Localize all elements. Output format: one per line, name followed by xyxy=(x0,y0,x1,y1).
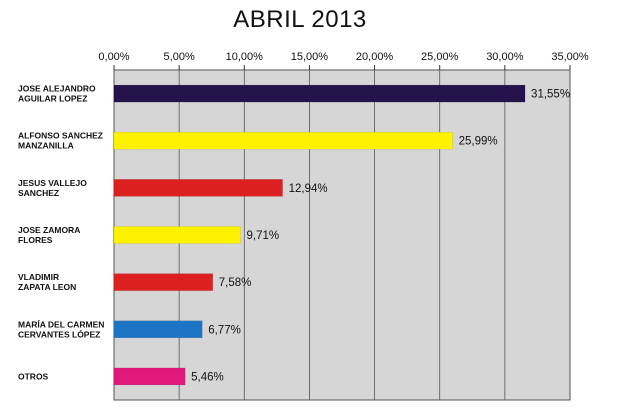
x-tick-label: 0,00% xyxy=(98,51,129,63)
bar xyxy=(113,84,526,103)
category-label: OTROS xyxy=(18,371,49,381)
data-label: 5,46% xyxy=(191,371,224,383)
chart-title: ABRIL 2013 xyxy=(233,6,367,33)
category-label: FLORES xyxy=(18,235,53,245)
category-label: JOSE ALEJANDRO xyxy=(18,84,96,94)
data-label: 12,94% xyxy=(289,183,328,195)
bar xyxy=(113,367,186,386)
category-label: ZAPATA LEON xyxy=(18,282,76,292)
category-label: CERVANTES LÓPEZ xyxy=(18,328,100,339)
x-tick-label: 20,00% xyxy=(356,51,394,63)
bar xyxy=(113,226,241,244)
category-label: JOSE ZAMORA xyxy=(18,225,80,235)
category-label: VLADIMIR xyxy=(18,272,59,282)
data-label: 31,55% xyxy=(531,89,570,101)
category-label: SANCHEZ xyxy=(18,188,59,198)
data-label: 9,71% xyxy=(247,230,280,242)
bar xyxy=(113,131,453,150)
data-label: 7,58% xyxy=(219,277,252,289)
x-tick-label: 10,00% xyxy=(226,51,264,63)
category-label: MARÍA DEL CARMEN xyxy=(18,319,104,329)
data-label: 6,77% xyxy=(208,324,241,336)
data-label: 25,99% xyxy=(459,136,498,148)
x-tick-label: 15,00% xyxy=(291,51,329,63)
category-label: AGUILAR LOPEZ xyxy=(18,94,87,104)
bar xyxy=(113,273,214,291)
x-tick-label: 30,00% xyxy=(486,51,524,63)
category-label: JESUS VALLEJO xyxy=(18,178,87,188)
x-tick-label: 35,00% xyxy=(551,51,589,63)
x-tick-label: 5,00% xyxy=(164,51,195,63)
category-label: ALFONSO SANCHEZ xyxy=(18,131,103,141)
x-tick-label: 25,00% xyxy=(421,51,459,63)
category-label: MANZANILLA xyxy=(18,141,74,151)
bar xyxy=(113,179,283,197)
bar xyxy=(113,320,203,339)
